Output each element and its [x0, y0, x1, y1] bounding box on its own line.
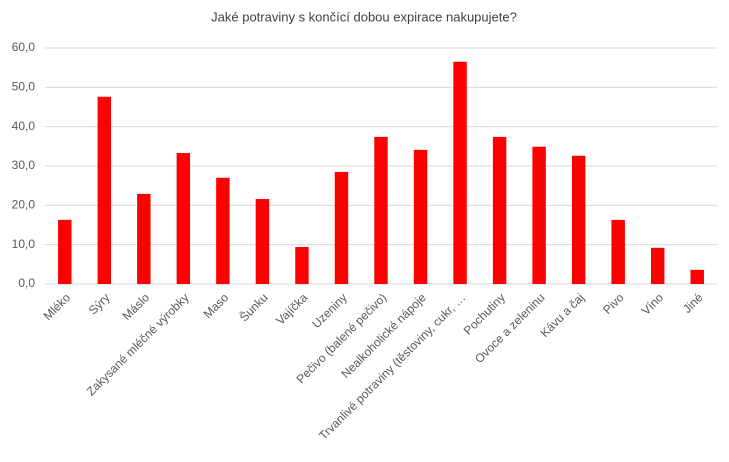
y-tick-label: 60,0 — [12, 40, 36, 54]
bar — [690, 269, 704, 284]
y-tick-label: 50,0 — [12, 80, 36, 94]
y-tick-label: 0,0 — [18, 276, 35, 290]
x-tick-label: Vajíčka — [273, 290, 310, 327]
x-tick-label: Ovoce a zeleninu — [472, 290, 547, 365]
bar — [334, 171, 349, 284]
x-tick-label: Sýry — [86, 290, 113, 317]
bar — [611, 219, 625, 284]
bar — [413, 149, 428, 284]
x-tick-label: Maso — [201, 290, 232, 321]
x-tick-label: Trvanlivé potraviny (těstoviny, cukr, … — [316, 290, 468, 442]
bar — [137, 193, 151, 284]
y-tick-label: 30,0 — [12, 158, 36, 172]
bar — [532, 146, 546, 284]
bar — [216, 177, 230, 284]
bar — [255, 199, 270, 284]
x-tick-label: Máslo — [120, 290, 153, 323]
x-tick-label: Mléko — [41, 290, 74, 323]
bar — [58, 219, 72, 284]
chart-title: Jaké potraviny s končící dobou expirace … — [211, 9, 517, 24]
bar — [492, 136, 507, 284]
bar — [453, 61, 467, 285]
bar — [374, 136, 388, 284]
x-tick-label: Víno — [639, 290, 667, 318]
y-tick-label: 20,0 — [12, 198, 36, 212]
bar — [97, 96, 112, 284]
y-tick-label: 10,0 — [12, 237, 36, 251]
x-tick-label: Šunku — [236, 290, 271, 325]
x-tick-label: Pivo — [600, 290, 627, 317]
bar — [650, 247, 665, 284]
bar — [176, 153, 191, 284]
bar — [295, 247, 309, 284]
y-tick-label: 40,0 — [12, 119, 36, 133]
bar — [571, 155, 586, 284]
x-tick-label: Jiné — [680, 290, 706, 316]
